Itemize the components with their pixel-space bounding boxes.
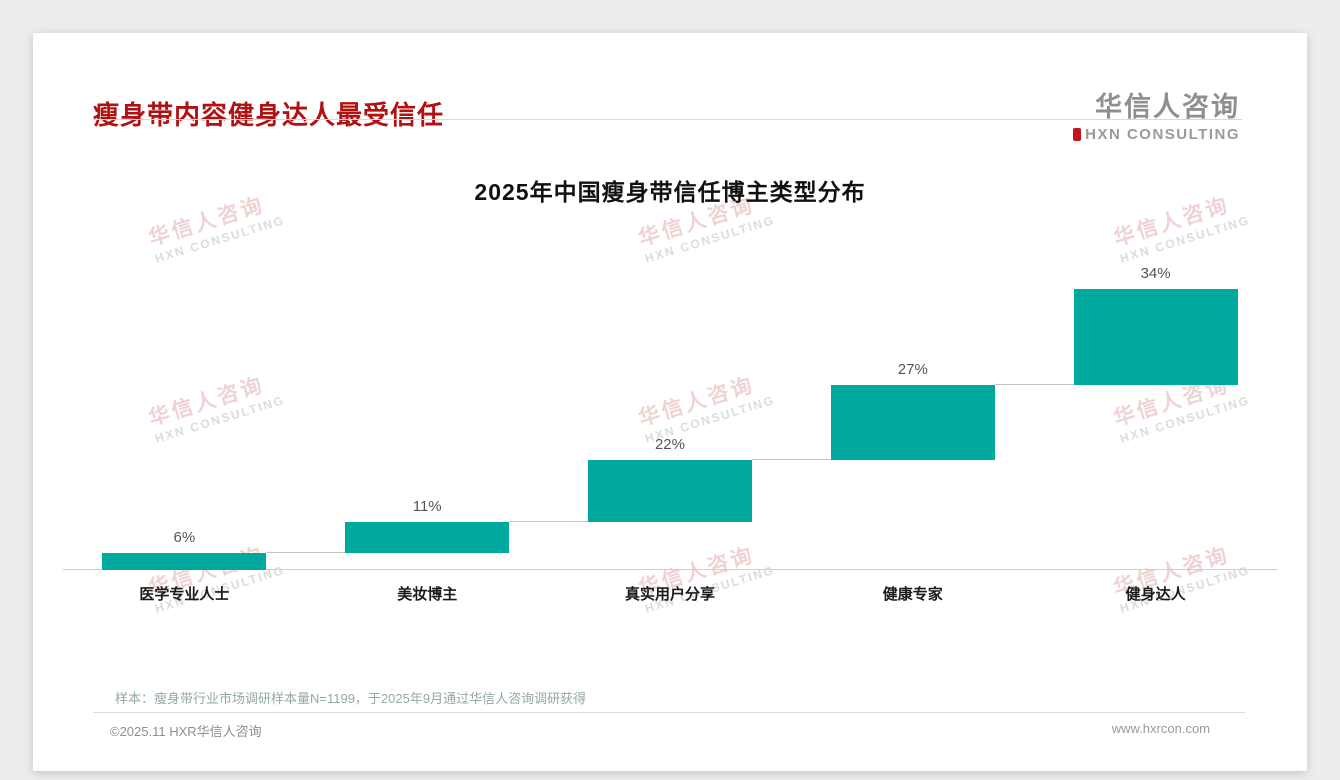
- copyright-text: ©2025.11 HXR华信人咨询: [110, 724, 262, 739]
- report-card: 华信人咨询 HXN CONSULTING 华信人咨询 HXN CONSULTING 华信…: [33, 33, 1307, 771]
- watermark-en: HXN CONSULTING: [643, 212, 777, 266]
- category-label-1: 美妆博主: [397, 586, 458, 603]
- plot-area: 6% 医学专业人士 11% 美妆博主 22% 真实用户分享 27% 健康专家 34% 健身达人: [63, 259, 1277, 603]
- category-label-2: 真实用户分享: [624, 586, 715, 603]
- bar-4: [1073, 289, 1238, 385]
- step-connector: [752, 459, 831, 461]
- chart-title: 2025年中国瘦身带信任博主类型分布: [474, 179, 866, 205]
- bar-2: [588, 460, 752, 523]
- x-axis-line: [63, 569, 1277, 570]
- bar-3: [830, 384, 995, 461]
- watermark-en: HXN CONSULTING: [153, 212, 287, 266]
- bar-1: [345, 522, 510, 554]
- bar-value-label: 27%: [897, 360, 928, 378]
- page-title: 瘦身带内容健身达人最受信任: [93, 100, 445, 130]
- footer-divider: [93, 712, 1245, 713]
- bar-value-label: 6%: [173, 529, 196, 547]
- sample-footnote: 样本：瘦身带行业市场调研样本量N=1199，于2025年9月通过华信人咨询调研获…: [115, 691, 587, 706]
- header-divider: [93, 119, 1242, 120]
- bar-0: [102, 553, 267, 570]
- bar-value-label: 34%: [1140, 265, 1171, 282]
- website-link[interactable]: www.hxrcon.com: [1111, 721, 1210, 736]
- category-label-0: 医学专业人士: [139, 586, 230, 603]
- brand-logo-mark-icon: [1073, 128, 1082, 141]
- step-connector: [509, 521, 588, 523]
- bar-value-label: 11%: [412, 498, 442, 516]
- step-connector: [266, 552, 346, 554]
- bar-value-label: 22%: [654, 436, 685, 454]
- brand-logo: 华信人咨询 HXN CONSULTING: [1073, 85, 1240, 143]
- step-connector: [994, 383, 1074, 385]
- brand-logo-en: HXN CONSULTING: [1085, 126, 1240, 143]
- category-label-4: 健身达人: [1125, 586, 1186, 603]
- brand-logo-cn: 华信人咨询: [1095, 92, 1240, 122]
- watermark-en: HXN CONSULTING: [1118, 212, 1252, 266]
- category-label-3: 健康专家: [882, 586, 943, 603]
